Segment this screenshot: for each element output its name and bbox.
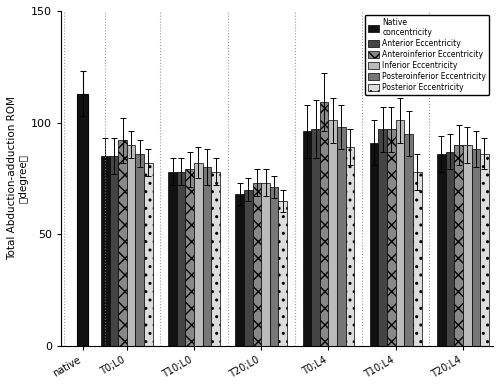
- Bar: [168, 172, 177, 346]
- Bar: [252, 183, 262, 346]
- Bar: [472, 149, 480, 346]
- Bar: [118, 140, 127, 346]
- Bar: [437, 154, 446, 346]
- Bar: [101, 156, 110, 346]
- Bar: [278, 201, 287, 346]
- Bar: [78, 94, 88, 346]
- Bar: [480, 154, 488, 346]
- Bar: [337, 127, 345, 346]
- Bar: [194, 163, 202, 346]
- Bar: [454, 145, 463, 346]
- Bar: [177, 172, 186, 346]
- Bar: [413, 172, 422, 346]
- Bar: [236, 194, 244, 346]
- Bar: [110, 156, 118, 346]
- Bar: [136, 154, 144, 346]
- Bar: [144, 163, 152, 346]
- Bar: [446, 152, 454, 346]
- Bar: [387, 129, 396, 346]
- Bar: [346, 147, 354, 346]
- Bar: [262, 183, 270, 346]
- Bar: [404, 134, 413, 346]
- Bar: [244, 190, 252, 346]
- Bar: [127, 145, 136, 346]
- Bar: [302, 132, 311, 346]
- Bar: [311, 129, 320, 346]
- Bar: [320, 103, 328, 346]
- Bar: [202, 167, 211, 346]
- Bar: [328, 120, 337, 346]
- Bar: [212, 172, 220, 346]
- Bar: [378, 129, 387, 346]
- Bar: [370, 143, 378, 346]
- Bar: [186, 170, 194, 346]
- Y-axis label: Total Abduction-adduction ROM
（degree）: Total Abduction-adduction ROM （degree）: [7, 96, 28, 260]
- Legend: Native
concentricity, Anterior Eccentricity, Anteroinferior Eccentricity, Inferi: Native concentricity, Anterior Eccentric…: [364, 15, 489, 95]
- Bar: [463, 145, 471, 346]
- Bar: [270, 187, 278, 346]
- Bar: [396, 120, 404, 346]
